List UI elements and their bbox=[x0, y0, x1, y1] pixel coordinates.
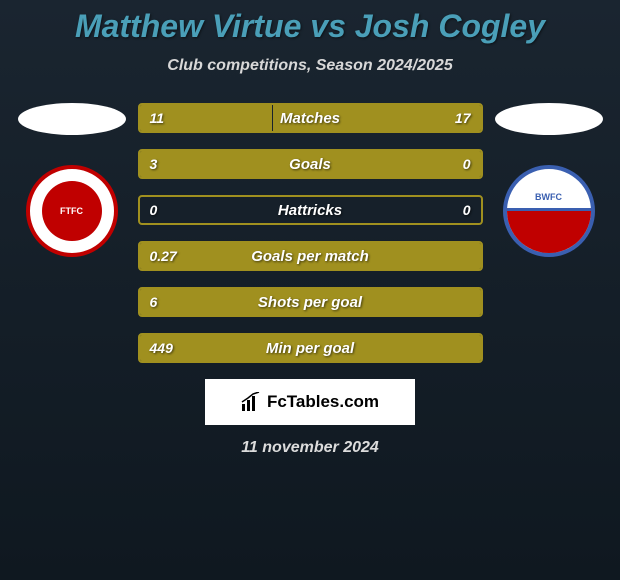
stat-value-left: 3 bbox=[150, 156, 158, 172]
subtitle: Club competitions, Season 2024/2025 bbox=[0, 57, 620, 75]
stat-bar: 449 Min per goal bbox=[138, 333, 483, 363]
stat-label: Goals per match bbox=[251, 248, 369, 265]
right-side: BWFC bbox=[495, 103, 603, 257]
stat-label: Goals bbox=[289, 156, 331, 173]
right-player-photo bbox=[495, 103, 603, 135]
left-badge-label: FTFC bbox=[60, 207, 83, 216]
stat-value-right: 17 bbox=[455, 110, 471, 126]
stat-label: Min per goal bbox=[266, 340, 354, 357]
footer-brand-text: FcTables.com bbox=[267, 392, 379, 412]
right-badge-label: BWFC bbox=[535, 193, 562, 202]
stats-bars: 11 Matches 17 3 Goals 0 0 Hattricks 0 0.27 Goals p… bbox=[138, 103, 483, 363]
stat-bar: 3 Goals 0 bbox=[138, 149, 483, 179]
stat-bar: 6 Shots per goal bbox=[138, 287, 483, 317]
comparison-content: FTFC 11 Matches 17 3 Goals 0 0 Hattricks 0 0.27 Go… bbox=[0, 103, 620, 363]
stat-bar: 0 Hattricks 0 bbox=[138, 195, 483, 225]
stat-value-right: 0 bbox=[463, 202, 471, 218]
stat-label: Hattricks bbox=[278, 202, 342, 219]
right-team-badge: BWFC bbox=[503, 165, 595, 257]
page-title: Matthew Virtue vs Josh Cogley bbox=[0, 0, 620, 45]
stat-value-left: 11 bbox=[150, 110, 165, 126]
stat-bar: 11 Matches 17 bbox=[138, 103, 483, 133]
left-side: FTFC bbox=[18, 103, 126, 257]
stat-label: Shots per goal bbox=[258, 294, 362, 311]
stat-value-left: 0 bbox=[150, 202, 158, 218]
footer-date: 11 november 2024 bbox=[0, 439, 620, 457]
left-team-badge: FTFC bbox=[26, 165, 118, 257]
stat-value-left: 6 bbox=[150, 294, 158, 310]
left-player-photo bbox=[18, 103, 126, 135]
footer-brand: FcTables.com bbox=[205, 379, 415, 425]
stat-value-right: 0 bbox=[463, 156, 471, 172]
stat-value-left: 0.27 bbox=[150, 248, 177, 264]
stat-value-left: 449 bbox=[150, 340, 173, 356]
chart-icon bbox=[241, 392, 261, 412]
stat-bar: 0.27 Goals per match bbox=[138, 241, 483, 271]
stat-label: Matches bbox=[280, 110, 340, 127]
